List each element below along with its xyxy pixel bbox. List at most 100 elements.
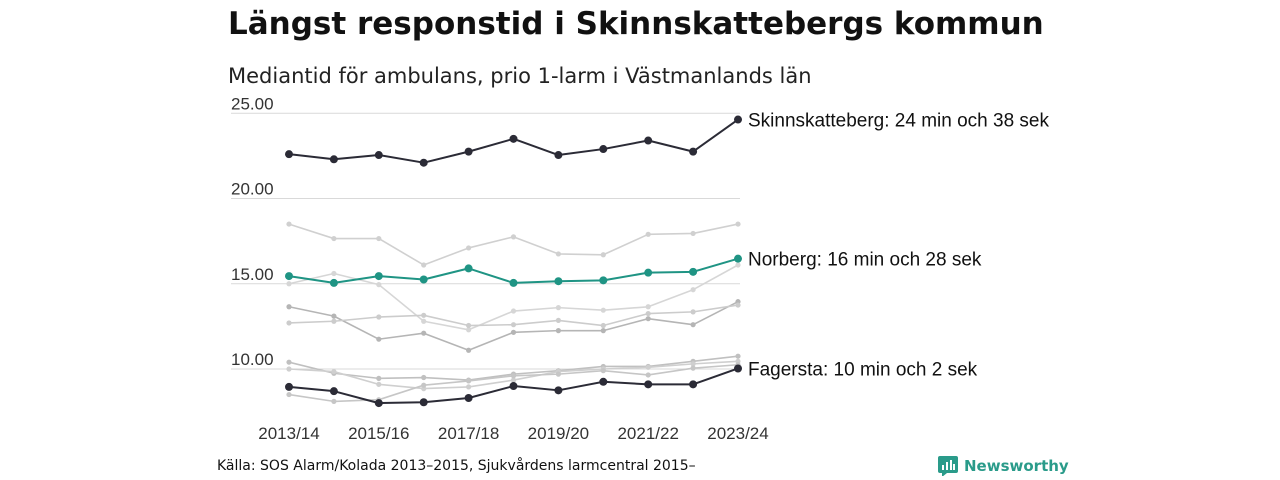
data-point-norberg — [554, 277, 563, 286]
data-point-other — [690, 230, 696, 237]
source-note: Källa: SOS Alarm/Kolada 2013–2015, Sjukv… — [217, 458, 696, 474]
data-point-fagersta — [329, 387, 338, 396]
data-point-other — [510, 377, 517, 383]
data-point-skinnskatteberg — [464, 147, 473, 156]
data-point-other — [331, 235, 337, 242]
data-point-norberg — [734, 254, 742, 263]
data-point-other — [645, 304, 651, 310]
data-point-norberg — [464, 264, 473, 273]
data-point-other — [331, 318, 337, 324]
data-point-fagersta — [599, 377, 608, 386]
data-point-skinnskatteberg — [285, 150, 293, 159]
data-point-other — [600, 368, 606, 374]
data-point-fagersta — [285, 382, 293, 391]
data-point-other — [286, 304, 292, 310]
data-point-fagersta — [464, 393, 473, 402]
data-point-norberg — [419, 275, 428, 284]
data-point-other — [555, 371, 562, 377]
data-point-norberg — [599, 276, 608, 285]
data-point-other — [286, 281, 292, 287]
data-point-fagersta — [374, 399, 383, 408]
y-tick-label: 15.00 — [231, 265, 274, 284]
newsworthy-logo: Newsworthy — [938, 456, 1069, 476]
data-point-other — [600, 328, 606, 334]
data-point-other — [690, 309, 696, 315]
data-point-other — [555, 317, 562, 324]
data-point-other — [331, 398, 337, 404]
series-label: Fagersta: 10 min och 2 sek — [748, 359, 978, 380]
data-point-other — [421, 330, 427, 336]
data-point-other — [735, 302, 741, 308]
data-point-skinnskatteberg — [554, 151, 563, 160]
data-point-other — [466, 384, 472, 390]
data-point-other — [600, 322, 606, 329]
data-point-other — [331, 313, 337, 319]
data-point-other — [600, 307, 606, 313]
data-point-other — [376, 375, 382, 381]
data-point-norberg — [509, 278, 518, 287]
x-tick-label: 2015/16 — [348, 424, 409, 443]
data-point-other — [466, 378, 472, 384]
data-point-other — [510, 234, 517, 240]
data-point-skinnskatteberg — [374, 151, 383, 160]
x-tick-label: 2017/18 — [438, 424, 499, 443]
data-point-norberg — [285, 272, 293, 281]
data-point-skinnskatteberg — [419, 158, 428, 167]
series-line-other — [288, 264, 739, 331]
data-point-skinnskatteberg — [644, 136, 653, 145]
data-point-skinnskatteberg — [509, 134, 518, 143]
data-point-other — [690, 287, 696, 293]
data-point-other — [645, 372, 651, 378]
data-point-skinnskatteberg — [689, 147, 698, 156]
data-point-other — [421, 318, 427, 324]
x-tick-label: 2023/24 — [707, 424, 768, 443]
data-point-skinnskatteberg — [734, 115, 742, 124]
data-point-other — [421, 262, 427, 268]
series-line-other — [288, 223, 739, 266]
data-point-other — [510, 308, 517, 314]
y-tick-label: 20.00 — [231, 180, 274, 199]
data-point-fagersta — [734, 364, 742, 373]
data-point-other — [466, 327, 472, 333]
data-point-other — [421, 374, 427, 381]
data-point-other — [645, 310, 651, 317]
data-point-other — [690, 322, 696, 328]
data-point-other — [466, 322, 472, 329]
data-point-norberg — [644, 268, 653, 277]
data-point-other — [331, 270, 337, 277]
chart-subtitle: Mediantid för ambulans, prio 1-larm i Vä… — [228, 64, 812, 88]
data-point-other — [376, 336, 382, 342]
series-label: Skinnskatteberg: 24 min och 38 sek — [748, 111, 1050, 132]
data-point-fagersta — [689, 380, 698, 389]
data-point-other — [735, 353, 741, 359]
data-point-other — [466, 347, 472, 353]
data-point-other — [645, 364, 651, 370]
data-point-fagersta — [509, 382, 518, 391]
data-point-other — [286, 366, 292, 372]
data-point-other — [286, 221, 292, 227]
logo-text: Newsworthy — [964, 457, 1069, 475]
data-point-other — [645, 231, 651, 237]
data-point-skinnskatteberg — [599, 145, 608, 154]
chart-title: Längst responstid i Skinnskattebergs kom… — [228, 6, 1044, 42]
data-point-norberg — [689, 267, 698, 276]
data-point-other — [421, 382, 427, 388]
data-point-other — [690, 361, 696, 367]
data-point-norberg — [374, 272, 383, 281]
data-point-other — [376, 314, 382, 320]
x-tick-label: 2013/14 — [258, 424, 319, 443]
data-point-fagersta — [554, 386, 563, 395]
y-tick-label: 10.00 — [231, 350, 274, 369]
newsworthy-chart-icon — [938, 456, 958, 476]
data-point-other — [735, 262, 741, 268]
y-tick-label: 25.00 — [231, 94, 274, 113]
data-point-other — [510, 322, 517, 328]
x-tick-label: 2019/20 — [528, 424, 589, 443]
data-point-other — [555, 251, 562, 257]
data-point-other — [421, 312, 427, 318]
series-label: Norberg: 16 min och 28 sek — [748, 250, 982, 271]
data-point-other — [600, 252, 606, 258]
data-point-other — [735, 221, 741, 227]
data-point-other — [286, 359, 292, 365]
